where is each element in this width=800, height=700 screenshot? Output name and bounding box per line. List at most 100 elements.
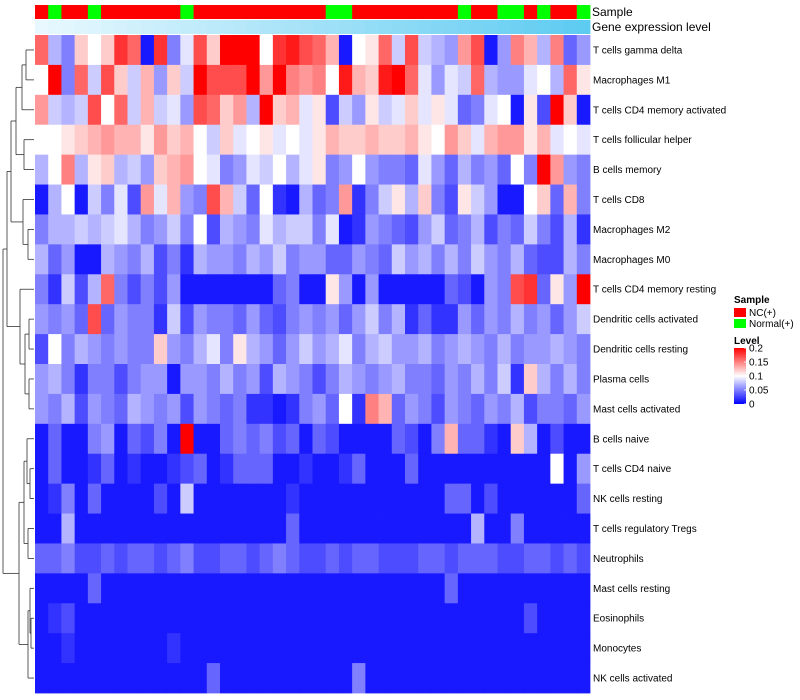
heatmap-cell bbox=[127, 423, 142, 455]
heatmap-cell bbox=[153, 154, 168, 185]
heatmap-cell bbox=[338, 154, 353, 185]
heatmap-cell bbox=[391, 244, 406, 275]
heatmap-cell bbox=[114, 453, 128, 485]
heatmap-cell bbox=[523, 244, 538, 275]
sample-annotation-cell bbox=[153, 5, 168, 19]
heatmap-cell bbox=[114, 543, 128, 574]
heatmap-cell bbox=[563, 214, 578, 245]
heatmap-cell bbox=[206, 663, 221, 694]
heatmap-cell bbox=[457, 124, 472, 156]
heatmap-cell bbox=[167, 543, 181, 574]
heatmap-cell bbox=[550, 603, 564, 634]
heatmap-cell bbox=[180, 35, 194, 66]
heatmap-cell bbox=[272, 214, 287, 245]
heatmap-cell bbox=[457, 274, 472, 305]
sample-annotation-cell bbox=[563, 5, 578, 19]
heatmap-cell bbox=[259, 543, 274, 574]
heatmap-cell bbox=[153, 543, 168, 574]
heatmap-cell bbox=[444, 124, 459, 156]
heatmap-cell bbox=[484, 304, 498, 335]
heatmap-cell bbox=[220, 393, 234, 425]
heatmap-cell bbox=[140, 64, 155, 96]
heatmap-cell bbox=[74, 154, 89, 185]
heatmap-cell bbox=[74, 244, 89, 275]
heatmap-cell bbox=[206, 483, 221, 514]
heatmap-cell bbox=[286, 513, 300, 544]
heatmap-cell bbox=[74, 393, 89, 425]
heatmap-cell bbox=[114, 483, 128, 514]
heatmap-cell bbox=[471, 663, 485, 694]
sample-annotation-cell bbox=[444, 5, 459, 19]
heatmap-cell bbox=[497, 304, 512, 335]
heatmap-cell bbox=[87, 603, 102, 634]
heatmap-cell bbox=[233, 603, 247, 634]
heatmap-cell bbox=[537, 184, 551, 215]
expression-annotation-cell bbox=[101, 20, 115, 34]
heatmap-cell bbox=[471, 513, 485, 544]
heatmap-cell bbox=[576, 423, 591, 455]
heatmap-cell bbox=[312, 35, 327, 66]
heatmap-cell bbox=[61, 214, 76, 245]
heatmap-cell bbox=[418, 64, 432, 96]
heatmap-cell bbox=[365, 483, 379, 514]
heatmap-cell bbox=[48, 274, 62, 305]
heatmap-cell bbox=[537, 663, 551, 694]
heatmap-cell bbox=[140, 663, 155, 694]
expression-annotation-cell bbox=[193, 20, 208, 34]
heatmap-cell bbox=[312, 334, 327, 365]
heatmap-cell bbox=[74, 603, 89, 634]
heatmap-cell bbox=[127, 154, 142, 185]
heatmap-cell bbox=[471, 124, 485, 156]
heatmap-cell bbox=[563, 244, 578, 275]
heatmap-cell bbox=[510, 64, 525, 96]
heatmap-cell bbox=[272, 513, 287, 544]
heatmap-cell bbox=[418, 334, 432, 365]
heatmap-cell bbox=[140, 244, 155, 275]
heatmap-cell bbox=[87, 453, 102, 485]
heatmap-cell bbox=[312, 304, 327, 335]
heatmap-cell bbox=[35, 423, 49, 455]
heatmap-cell bbox=[457, 64, 472, 96]
heatmap-cell bbox=[497, 513, 512, 544]
heatmap-cell bbox=[48, 124, 62, 156]
heatmap-cell bbox=[101, 393, 115, 425]
heatmap-cell bbox=[140, 543, 155, 574]
heatmap-cell bbox=[180, 453, 194, 485]
heatmap-cell bbox=[246, 214, 261, 245]
heatmap-cell bbox=[338, 633, 353, 664]
heatmap-cell bbox=[220, 94, 234, 126]
heatmap-cell bbox=[114, 35, 128, 66]
heatmap-cell bbox=[272, 124, 287, 156]
heatmap-cell bbox=[114, 423, 128, 455]
heatmap-cell bbox=[299, 154, 313, 185]
heatmap-cell bbox=[563, 274, 578, 305]
heatmap-cell bbox=[365, 543, 379, 574]
heatmap-cell bbox=[259, 94, 274, 126]
heatmap-cell bbox=[484, 543, 498, 574]
heatmap-cell bbox=[391, 124, 406, 156]
heatmap-cell bbox=[246, 663, 261, 694]
heatmap-cell bbox=[523, 64, 538, 96]
heatmap-cell bbox=[325, 483, 340, 514]
heatmap-cell bbox=[497, 663, 512, 694]
sample-annotation-cell bbox=[391, 5, 406, 19]
heatmap-cell bbox=[365, 154, 379, 185]
heatmap-cell bbox=[497, 184, 512, 215]
heatmap-cell bbox=[576, 513, 591, 544]
heatmap-cell bbox=[365, 393, 379, 425]
heatmap-cell bbox=[418, 423, 432, 455]
heatmap-cell bbox=[286, 184, 300, 215]
expression-annotation-cell bbox=[338, 20, 353, 34]
heatmap-cell bbox=[233, 154, 247, 185]
heatmap-cell bbox=[233, 513, 247, 544]
heatmap-cell bbox=[497, 154, 512, 185]
heatmap-cell bbox=[418, 244, 432, 275]
heatmap-cell bbox=[352, 663, 366, 694]
heatmap-cell bbox=[299, 513, 313, 544]
heatmap-cell bbox=[272, 633, 287, 664]
heatmap-cell bbox=[259, 124, 274, 156]
heatmap-cell bbox=[352, 543, 366, 574]
heatmap-cell bbox=[391, 663, 406, 694]
heatmap-cell bbox=[325, 184, 340, 215]
heatmap-cell bbox=[576, 334, 591, 365]
